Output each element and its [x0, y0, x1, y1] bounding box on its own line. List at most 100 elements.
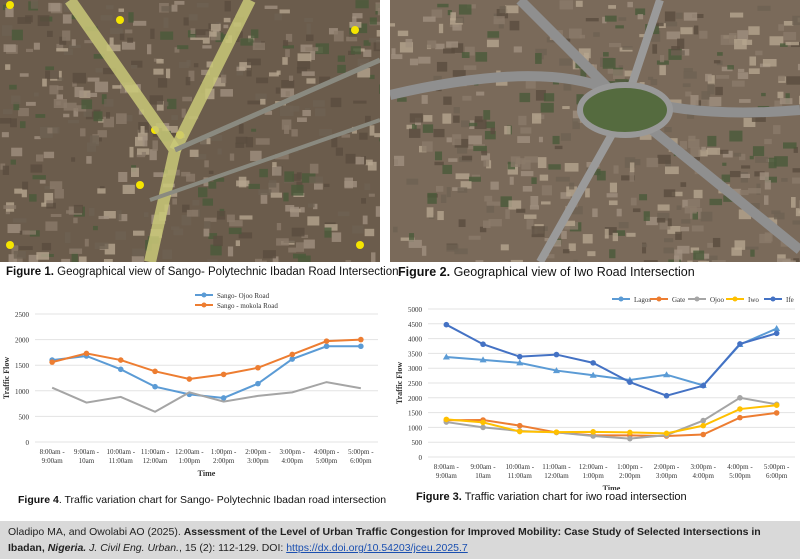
- building-block: [306, 78, 316, 84]
- building-block: [304, 17, 313, 23]
- building-block: [30, 164, 43, 173]
- building-block: [291, 227, 305, 237]
- building-block: [664, 11, 676, 22]
- building-block: [208, 170, 214, 175]
- building-block: [104, 98, 114, 107]
- building-block: [524, 156, 538, 163]
- building-block: [97, 188, 106, 194]
- building-block: [650, 78, 658, 86]
- building-block: [663, 238, 674, 243]
- building-block: [488, 218, 502, 227]
- building-block: [45, 66, 55, 71]
- building-block: [171, 4, 178, 12]
- building-block: [328, 28, 338, 35]
- building-block: [93, 111, 103, 122]
- building-block: [337, 211, 350, 217]
- building-block: [575, 0, 583, 7]
- building-block: [690, 147, 701, 158]
- building-block: [623, 70, 633, 77]
- building-block: [54, 189, 64, 199]
- building-block: [89, 135, 100, 146]
- doi-link[interactable]: https://dx.doi.org/10.54203/jceu.2025.7: [286, 542, 468, 554]
- building-block: [258, 189, 272, 196]
- building-block: [596, 170, 606, 181]
- building-block: [400, 237, 415, 241]
- building-block: [452, 70, 466, 77]
- building-block: [285, 204, 295, 212]
- building-block: [276, 70, 281, 75]
- building-block: [36, 252, 50, 260]
- x-tick-label: 3:00pm -4:00pm: [691, 463, 717, 480]
- building-block: [731, 247, 742, 256]
- building-block: [223, 17, 231, 23]
- building-block: [227, 246, 234, 257]
- building-block: [62, 30, 71, 41]
- building-block: [543, 93, 555, 102]
- building-block: [201, 69, 211, 76]
- building-block: [438, 23, 444, 34]
- building-block: [1, 132, 9, 138]
- building-block: [629, 170, 635, 182]
- building-block: [86, 92, 98, 98]
- building-block: [270, 192, 283, 198]
- building-block: [737, 68, 745, 73]
- building-block: [83, 106, 92, 117]
- building-block: [562, 106, 570, 110]
- building-block: [301, 234, 309, 239]
- building-block: [5, 64, 11, 70]
- building-block: [504, 5, 519, 14]
- building-block: [11, 95, 21, 105]
- building-block: [759, 172, 769, 181]
- building-block: [352, 13, 363, 19]
- building-block: [566, 186, 578, 197]
- building-block: [251, 128, 257, 132]
- building-block: [729, 130, 743, 142]
- building-block: [691, 13, 704, 19]
- building-block: [177, 45, 189, 50]
- legend-marker: [770, 296, 776, 302]
- building-block: [580, 69, 587, 78]
- legend-label: Ife: [786, 296, 794, 304]
- building-block: [3, 205, 17, 209]
- building-block: [363, 40, 371, 46]
- building-block: [324, 183, 330, 188]
- building-block: [518, 115, 527, 126]
- building-block: [475, 260, 484, 262]
- building-block: [297, 255, 311, 262]
- place-marker-icon: [351, 26, 359, 34]
- building-block: [202, 35, 210, 44]
- building-block: [345, 153, 356, 164]
- building-block: [245, 137, 254, 148]
- building-block: [422, 16, 436, 22]
- building-block: [468, 135, 482, 145]
- building-block: [115, 231, 127, 240]
- building-block: [509, 20, 520, 31]
- building-block: [792, 220, 800, 225]
- building-block: [121, 41, 136, 50]
- building-block: [461, 52, 470, 58]
- building-block: [663, 247, 674, 254]
- building-block: [319, 76, 331, 84]
- building-block: [713, 60, 721, 64]
- building-block: [21, 189, 27, 198]
- building-block: [676, 205, 682, 210]
- building-block: [510, 259, 523, 262]
- building-block: [671, 50, 685, 56]
- building-block: [86, 156, 92, 164]
- building-block: [682, 83, 691, 88]
- building-block: [434, 151, 443, 161]
- y-tick-label: 4500: [408, 321, 423, 329]
- building-block: [473, 145, 487, 152]
- building-block: [256, 77, 269, 84]
- building-block: [94, 242, 109, 250]
- building-block: [85, 111, 99, 120]
- building-block: [690, 95, 699, 106]
- building-block: [313, 182, 323, 190]
- building-block: [510, 156, 521, 167]
- building-block: [797, 63, 800, 71]
- building-block: [160, 31, 174, 40]
- building-block: [275, 87, 281, 94]
- building-block: [46, 202, 56, 209]
- building-block: [531, 177, 537, 185]
- x-tick-label: 12:00am -1:00pm: [175, 448, 204, 465]
